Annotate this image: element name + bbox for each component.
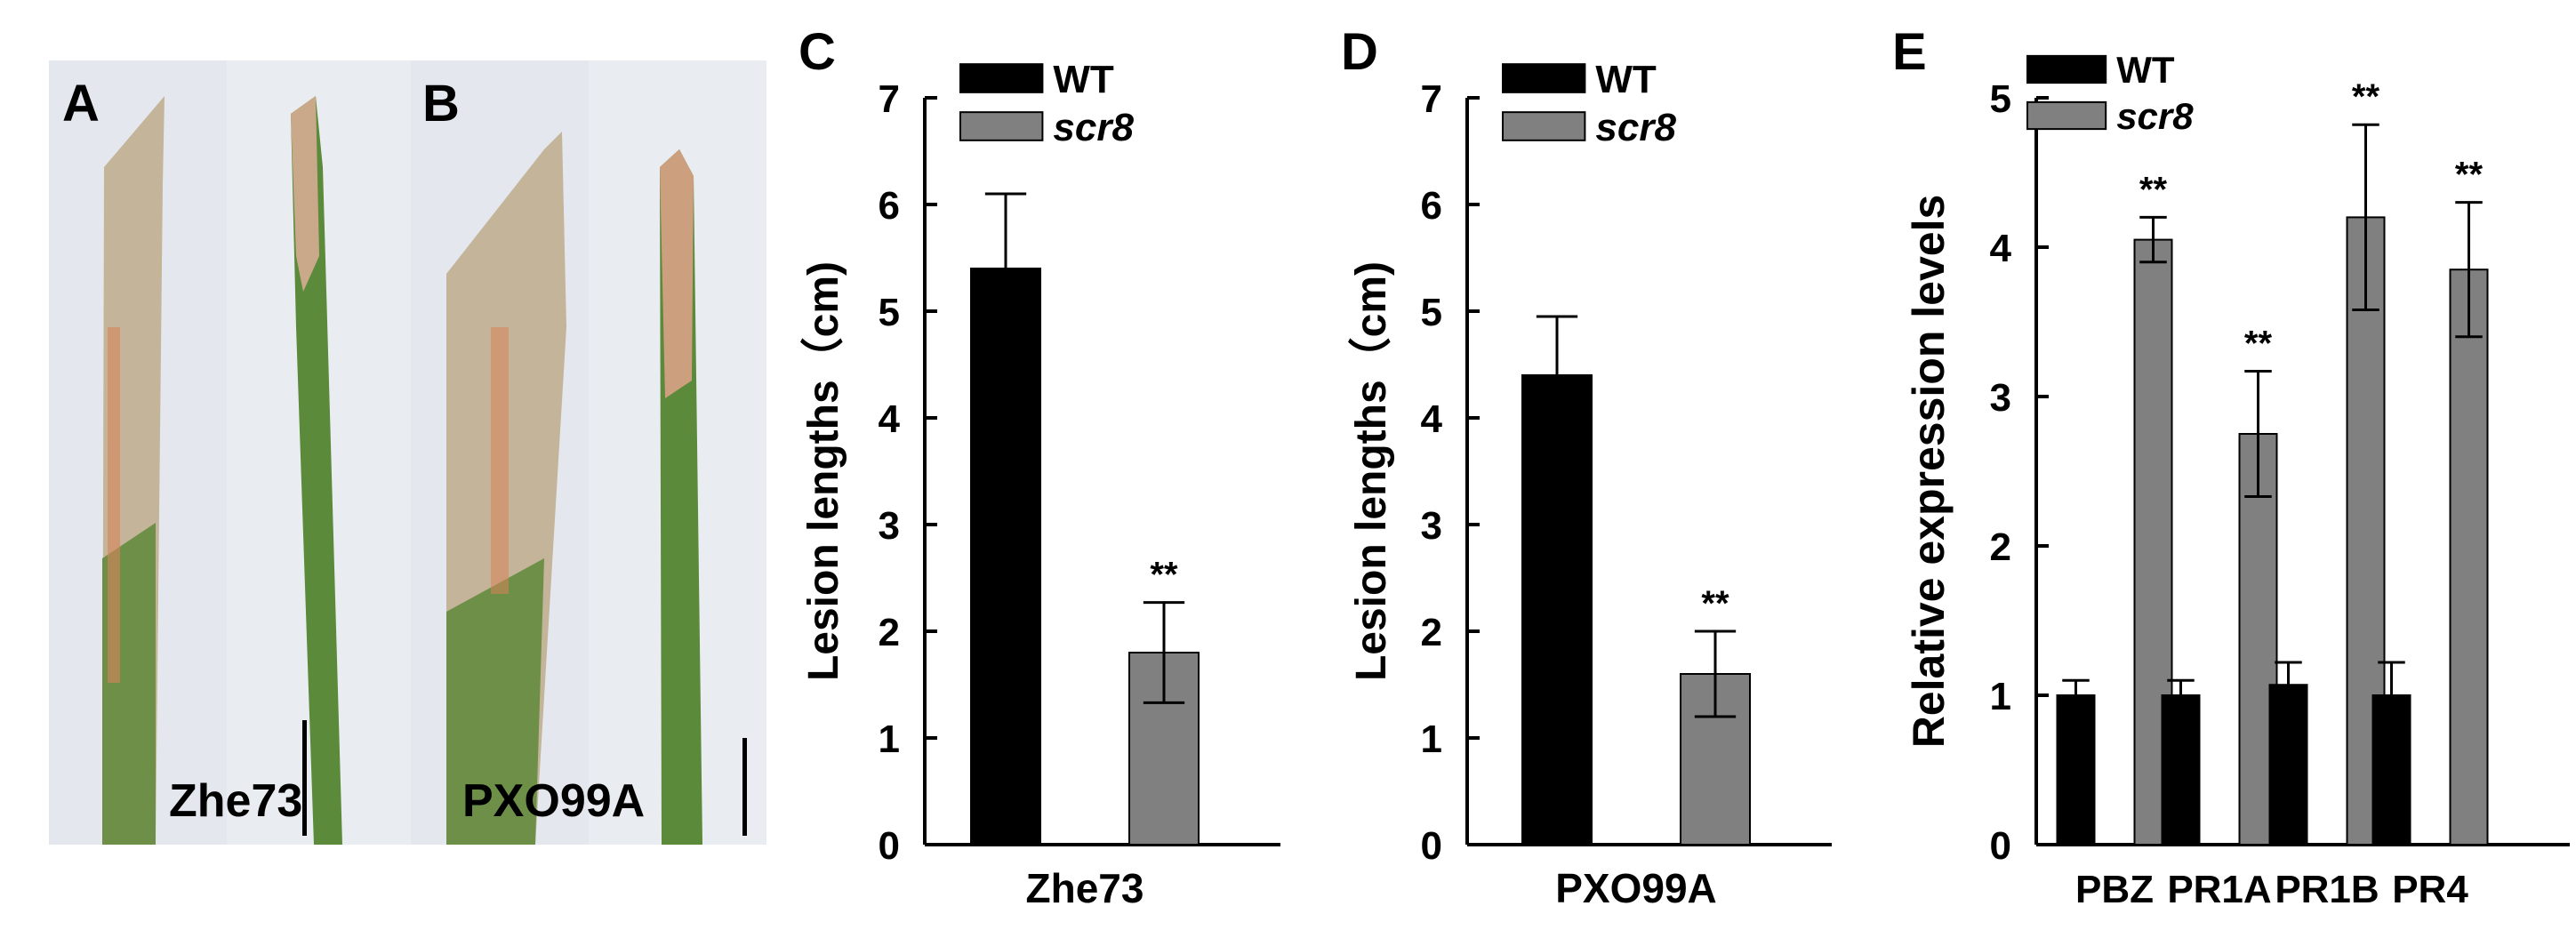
legend-swatch-scr8 — [2026, 100, 2107, 131]
y-tick-label: 1 — [1421, 718, 1442, 761]
y-tick-label: 1 — [1990, 675, 2011, 718]
category-label-Zhe73: Zhe73 — [1026, 865, 1144, 911]
photo-panel-b — [411, 60, 766, 845]
panel-letter-e: E — [1892, 23, 1927, 81]
y-tick-label: 2 — [879, 611, 900, 654]
legend-label-WT: WT — [2116, 49, 2175, 91]
y-tick-label: 6 — [1421, 184, 1442, 228]
category-label-PR1B: PR1B — [2275, 868, 2379, 911]
legend-swatch-WT — [2026, 54, 2107, 84]
legend-label-scr8: scr8 — [2116, 95, 2194, 137]
y-tick-label: 3 — [1421, 504, 1442, 548]
y-tick-label: 4 — [879, 397, 901, 441]
scale-bar-b — [742, 738, 747, 836]
panel-letter-d: D — [1341, 23, 1378, 81]
bar-WT-Zhe73 — [970, 268, 1041, 846]
y-tick-label: 2 — [1990, 525, 2011, 569]
significance-marker-PBZ: ** — [2139, 170, 2168, 209]
y-tick-label: 7 — [879, 77, 900, 121]
panel-letter-a: A — [62, 75, 100, 132]
chart-c: 0 1 2 3 4 5 6 7 Lesion lengths（cm) ** Zhe73 WT scr8 — [800, 58, 1280, 911]
bar-WT-PR1B — [2268, 684, 2308, 846]
legend-swatch-scr8 — [959, 111, 1044, 141]
y-axis-label: Relative expression levels — [1904, 195, 1954, 749]
category-label-PXO99A: PXO99A — [1555, 865, 1717, 911]
photo-caption-b: PXO99A — [462, 775, 646, 827]
y-tick-label: 6 — [879, 184, 900, 228]
y-tick-label: 3 — [879, 504, 900, 548]
legend-swatch-scr8 — [1502, 111, 1586, 141]
significance-marker-PR1A: ** — [2244, 324, 2273, 363]
significance-marker-PR1B: ** — [2352, 77, 2380, 116]
y-tick-label: 5 — [1421, 291, 1442, 334]
chart-e: 0 1 2 3 4 5 Relative expression levels ** PBZ ** P… — [1904, 49, 2570, 911]
chart-d: 0 1 2 3 4 5 6 7 Lesion lengths（cm) ** PXO99A WT scr8 — [1348, 58, 1832, 911]
significance-marker-Zhe73: ** — [1150, 556, 1178, 595]
y-tick-label: 5 — [879, 291, 900, 334]
panel-letter-c: C — [798, 23, 836, 81]
leaf-photo-b — [411, 60, 766, 845]
legend-label-scr8: scr8 — [1595, 106, 1676, 149]
bar-scr8-PR4 — [2449, 269, 2489, 846]
y-tick-label: 7 — [1421, 77, 1442, 121]
bar-WT-PR1A — [2161, 694, 2201, 846]
legend-label-scr8: scr8 — [1053, 106, 1134, 149]
legend-swatch-WT — [959, 63, 1044, 93]
category-label-PBZ: PBZ — [2075, 868, 2154, 911]
y-tick-label: 0 — [1990, 824, 2011, 868]
y-tick-label: 0 — [879, 824, 900, 868]
significance-marker-PR4: ** — [2455, 156, 2484, 195]
category-label-PR4: PR4 — [2392, 868, 2468, 911]
y-tick-label: 2 — [1421, 611, 1442, 654]
bar-WT-PBZ — [2056, 694, 2096, 846]
bar-WT-PXO99A — [1521, 374, 1593, 846]
y-axis-label: Lesion lengths（cm) — [1348, 261, 1395, 681]
y-tick-label: 4 — [1990, 227, 2012, 270]
leaf-photo-a — [49, 60, 413, 845]
y-tick-label: 3 — [1990, 376, 2011, 420]
y-tick-label: 0 — [1421, 824, 1442, 868]
y-tick-label: 4 — [1421, 397, 1443, 441]
y-tick-label: 1 — [879, 718, 900, 761]
legend-label-WT: WT — [1595, 58, 1657, 101]
significance-marker-PXO99A: ** — [1701, 584, 1729, 623]
panel-letter-b: B — [422, 75, 460, 132]
legend-label-WT: WT — [1053, 58, 1114, 101]
photo-caption-a: Zhe73 — [169, 775, 303, 827]
y-axis-label: Lesion lengths（cm) — [800, 261, 847, 681]
category-label-PR1A: PR1A — [2167, 868, 2271, 911]
scale-bar-a — [302, 720, 307, 836]
photo-panel-a — [49, 60, 413, 845]
legend-swatch-WT — [1502, 63, 1586, 93]
y-tick-label: 5 — [1990, 77, 2011, 121]
